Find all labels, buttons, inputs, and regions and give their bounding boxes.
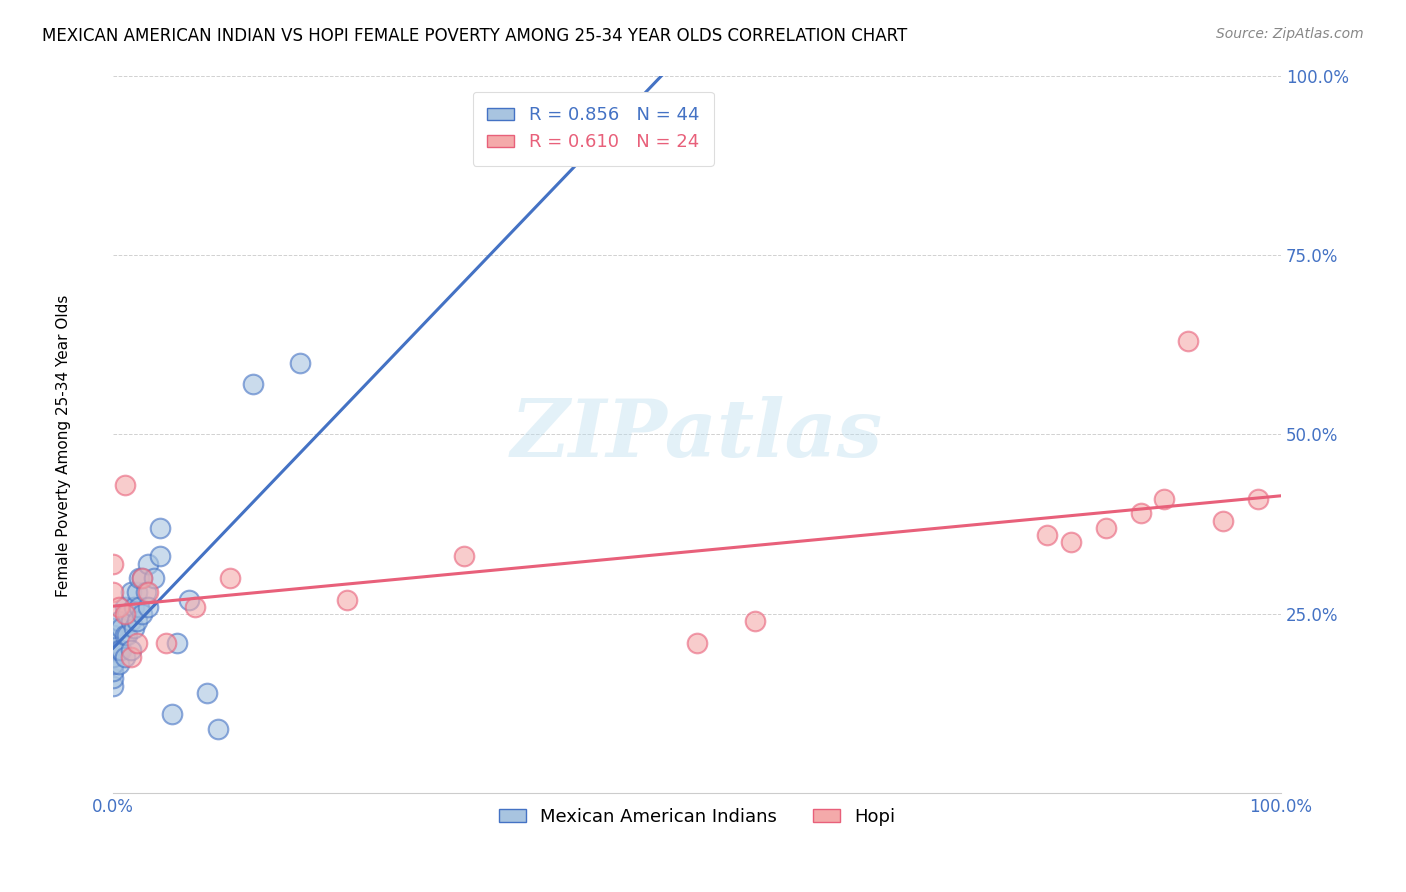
Point: [110, 621, 132, 635]
Text: Female Poverty Among 25-34 Year Olds: Female Poverty Among 25-34 Year Olds: [56, 295, 70, 597]
Point: [195, 686, 218, 700]
Point: [120, 614, 142, 628]
Point: [131, 607, 153, 621]
Point: [166, 635, 188, 649]
Point: [125, 635, 148, 649]
Point: [149, 549, 172, 564]
Point: [1212, 514, 1234, 528]
Point: [136, 585, 159, 599]
Point: [103, 665, 125, 679]
Point: [1246, 491, 1268, 506]
Text: MEXICAN AMERICAN INDIAN VS HOPI FEMALE POVERTY AMONG 25-34 YEAR OLDS CORRELATION: MEXICAN AMERICAN INDIAN VS HOPI FEMALE P…: [42, 27, 907, 45]
Point: [103, 557, 125, 571]
Point: [136, 599, 159, 614]
Point: [103, 657, 125, 672]
Point: [114, 650, 136, 665]
Point: [103, 585, 125, 599]
Point: [114, 628, 136, 642]
Point: [103, 642, 125, 657]
Point: [103, 628, 125, 642]
Point: [108, 642, 131, 657]
Text: Source: ZipAtlas.com: Source: ZipAtlas.com: [1216, 27, 1364, 41]
Point: [128, 599, 150, 614]
Point: [103, 672, 125, 686]
Point: [135, 585, 157, 599]
Point: [120, 642, 142, 657]
Point: [125, 585, 148, 599]
Point: [336, 592, 359, 607]
Point: [179, 592, 201, 607]
Text: ZIPatlas: ZIPatlas: [510, 396, 883, 473]
Point: [114, 599, 136, 614]
Point: [744, 614, 766, 628]
Point: [117, 628, 139, 642]
Point: [110, 642, 132, 657]
Point: [1036, 528, 1059, 542]
Point: [124, 599, 146, 614]
Point: [155, 635, 177, 649]
Point: [242, 377, 264, 392]
Point: [103, 650, 125, 665]
Point: [1129, 507, 1152, 521]
Point: [136, 557, 159, 571]
Point: [1060, 535, 1083, 549]
Point: [149, 521, 172, 535]
Point: [125, 614, 148, 628]
Legend: Mexican American Indians, Hopi: Mexican American Indians, Hopi: [489, 798, 904, 835]
Point: [114, 477, 136, 491]
Point: [219, 571, 242, 585]
Point: [128, 571, 150, 585]
Point: [114, 607, 136, 621]
Point: [108, 657, 131, 672]
Point: [108, 614, 131, 628]
Point: [160, 707, 183, 722]
Point: [103, 679, 125, 693]
Point: [1094, 521, 1116, 535]
Point: [1153, 491, 1175, 506]
Point: [103, 635, 125, 649]
Point: [117, 607, 139, 621]
Point: [103, 621, 125, 635]
Point: [103, 628, 125, 642]
Point: [453, 549, 475, 564]
Point: [131, 571, 153, 585]
Point: [120, 650, 142, 665]
Point: [143, 571, 166, 585]
Point: [131, 571, 153, 585]
Point: [184, 599, 207, 614]
Point: [124, 621, 146, 635]
Point: [108, 599, 131, 614]
Point: [120, 585, 142, 599]
Point: [686, 635, 709, 649]
Point: [288, 356, 311, 370]
Point: [207, 722, 229, 736]
Point: [1177, 334, 1199, 348]
